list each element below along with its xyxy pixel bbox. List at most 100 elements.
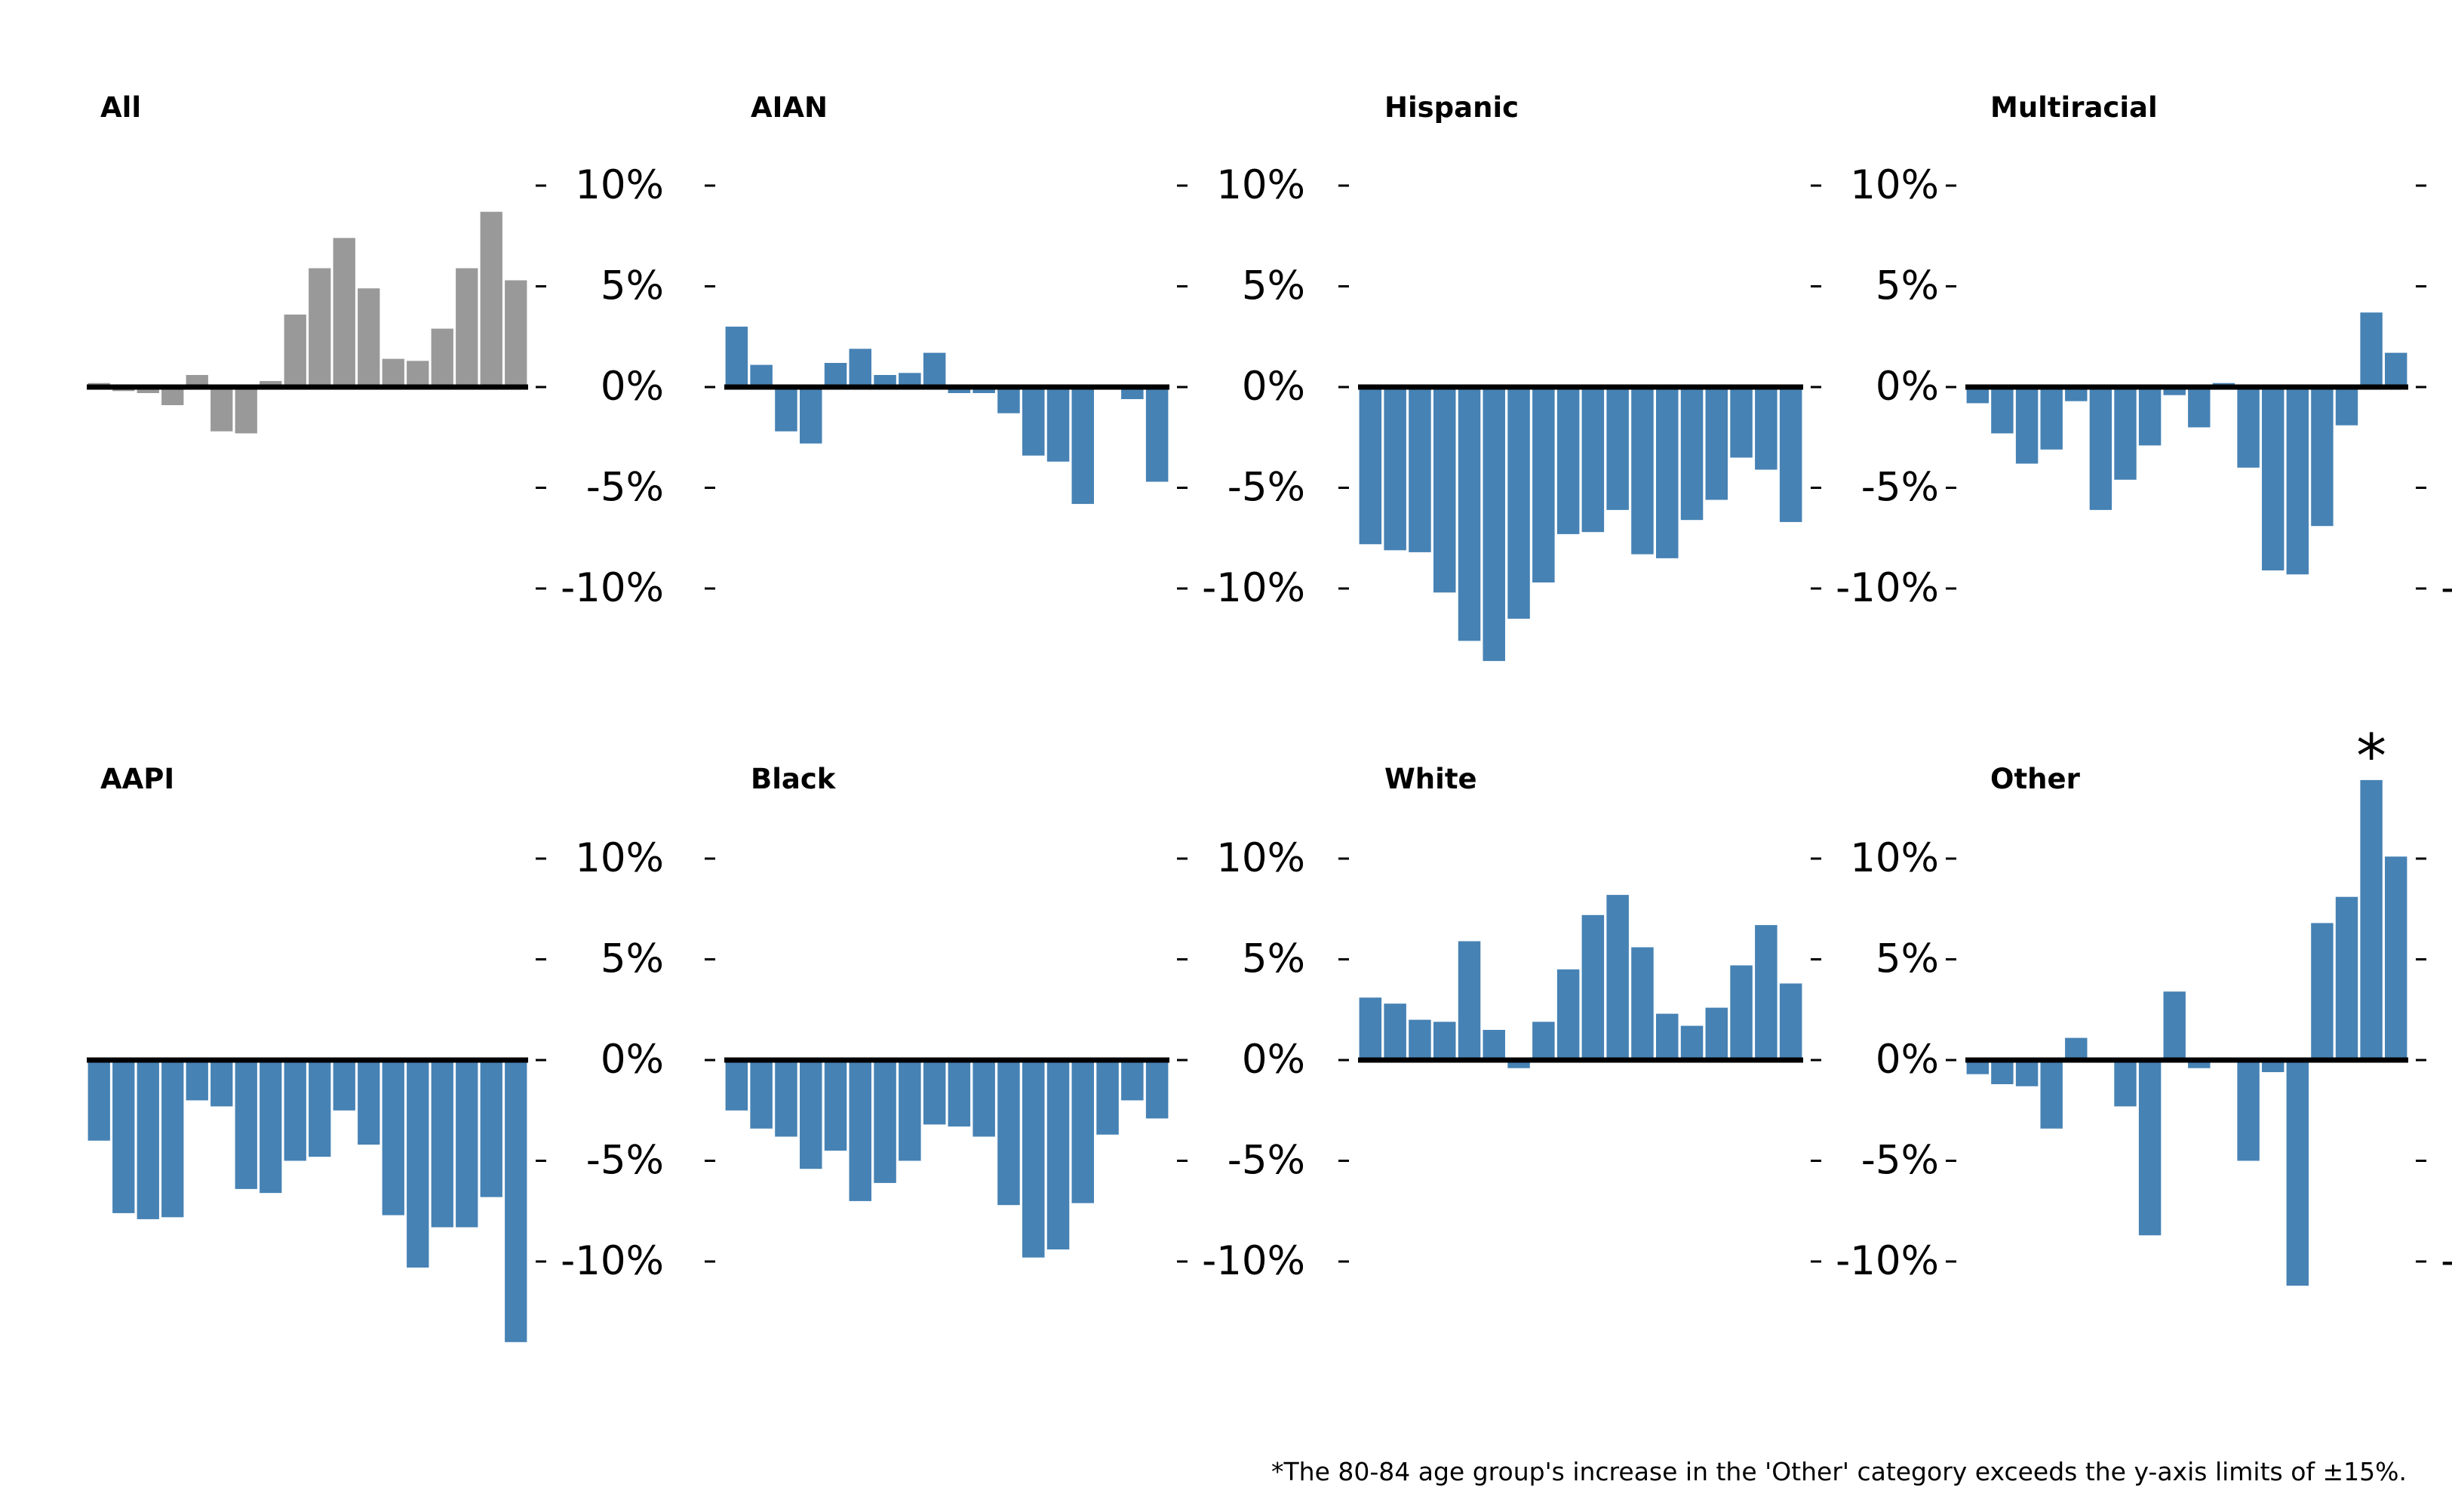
bar (456, 268, 478, 387)
bar (1384, 1003, 1406, 1060)
panel-aian: AIAN 10% 5% 0% -5% -10% (724, 91, 1349, 611)
bar (899, 373, 921, 387)
panel-aapi: AAPI 10% 5% 0% -5% -10% (87, 763, 715, 1342)
bar (775, 1060, 797, 1137)
bar (407, 1060, 429, 1268)
bar (1507, 387, 1530, 619)
y-tick-label: 0% (1876, 1037, 1939, 1083)
panel-title: White (1384, 763, 1477, 795)
bar (2311, 387, 2334, 527)
bar (2040, 1060, 2063, 1129)
y-tick-label: 5% (1876, 936, 1939, 982)
y-tick-label: -5% (1228, 465, 1305, 511)
bar (923, 352, 946, 387)
panel-white: White 10% 5% 0% -5% -10% (1358, 763, 1956, 1284)
bar (1433, 1022, 1456, 1060)
y-tick-label: 5% (1242, 936, 1305, 982)
bar (2015, 387, 2039, 464)
bar (1532, 387, 1555, 582)
bar (2286, 387, 2309, 575)
bar (2089, 387, 2112, 510)
bar (2065, 1037, 2088, 1060)
bar (260, 1060, 282, 1194)
bar (1121, 387, 1144, 399)
bar (505, 1060, 527, 1342)
bar (186, 375, 208, 387)
bar (997, 1060, 1020, 1206)
bar (775, 387, 797, 432)
y-tick-label: 10% (1850, 835, 1939, 881)
bar (750, 364, 773, 387)
bar (824, 1060, 847, 1151)
bar (456, 1060, 478, 1228)
panel-title: AIAN (751, 91, 828, 124)
y-tick-label: -5% (586, 1138, 664, 1184)
bar (948, 1060, 971, 1127)
bar (1532, 1022, 1555, 1060)
y-tick-label: -5% (1861, 465, 1939, 511)
bar (284, 314, 306, 387)
bar (1755, 387, 1778, 470)
bar (1046, 1060, 1070, 1249)
bar (480, 211, 502, 387)
bar (480, 1060, 502, 1197)
bar (1145, 1060, 1169, 1119)
bar (1458, 387, 1481, 641)
bar (973, 387, 995, 393)
panel-hispanic: Hispanic 10% 5% 0% -5% -10% (1358, 91, 1956, 662)
bar (382, 1060, 404, 1215)
bar (1966, 387, 1989, 404)
y-tick-label: -10% (561, 565, 664, 611)
bar (849, 1060, 871, 1201)
bar (923, 1060, 946, 1125)
bar (1991, 1060, 2014, 1084)
annotation-asterisk: * (2356, 721, 2386, 791)
bar (1507, 1060, 1530, 1068)
bar (1779, 983, 1802, 1060)
bar (1631, 387, 1654, 555)
bar (2237, 387, 2260, 468)
bar (161, 387, 184, 405)
bar (1705, 1007, 1728, 1060)
bar (997, 387, 1020, 413)
panel-title: AAPI (100, 763, 174, 795)
y-tick-label: 10% (1216, 835, 1305, 881)
bar (1656, 387, 1679, 558)
bar (1071, 387, 1094, 504)
y-tick-label: 5% (601, 263, 664, 309)
y-tick-label: -10% (561, 1238, 664, 1284)
bar (899, 1060, 921, 1161)
bar (2360, 779, 2383, 1060)
bar (2163, 991, 2186, 1060)
bar (800, 387, 822, 444)
bar (750, 1060, 773, 1129)
y-tick-label: -10% (2441, 1238, 2452, 1284)
bar (1755, 925, 1778, 1060)
y-tick-label: -10% (1836, 1238, 1939, 1284)
bar (1991, 387, 2014, 434)
bar (382, 358, 404, 387)
y-tick-label: 0% (601, 1037, 664, 1083)
bar (1096, 1060, 1119, 1135)
bar (2262, 387, 2285, 570)
bar (358, 1060, 380, 1145)
y-tick-label: 0% (1876, 364, 1939, 410)
bar (235, 387, 257, 434)
bar (1071, 1060, 1094, 1203)
bar (2311, 923, 2334, 1060)
bar (1046, 387, 1070, 462)
y-tick-label: 10% (1850, 162, 1939, 208)
y-tick-label: -10% (1202, 565, 1305, 611)
bar (309, 1060, 331, 1157)
bar (1581, 914, 1605, 1060)
bar (260, 381, 282, 387)
bar (2237, 1060, 2260, 1161)
bar (1121, 1060, 1144, 1101)
bar (948, 387, 971, 393)
bar (1656, 1013, 1679, 1060)
bar (2335, 387, 2358, 426)
bar (874, 1060, 896, 1183)
panel-title: All (100, 91, 141, 124)
bar (186, 1060, 208, 1101)
